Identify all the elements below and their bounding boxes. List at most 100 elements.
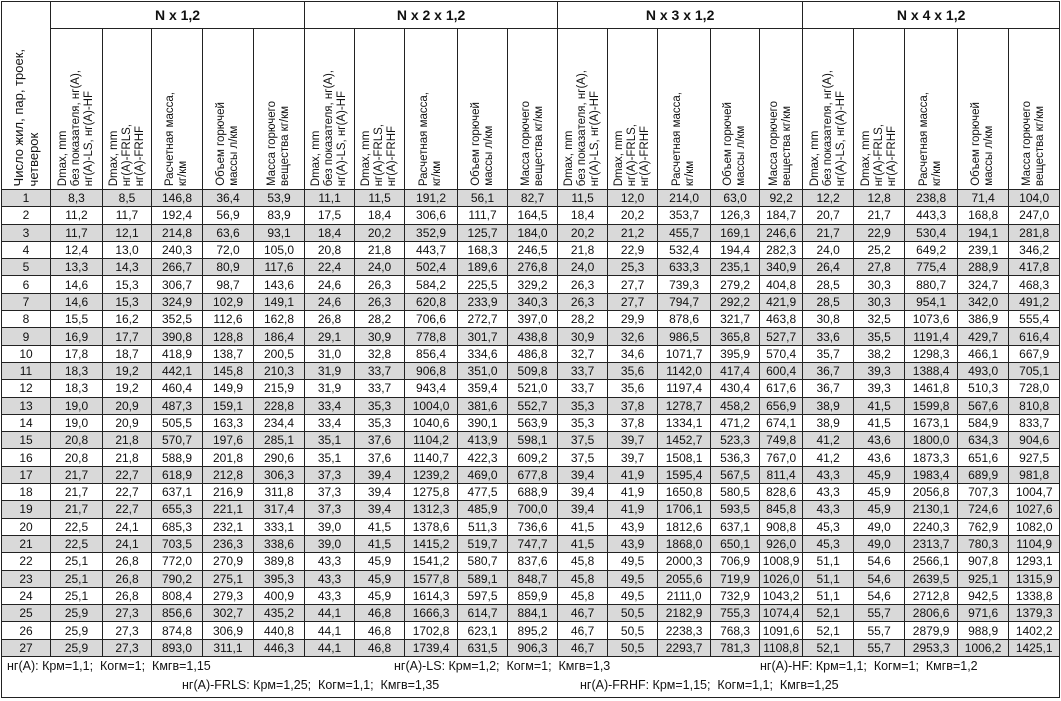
table-cell: 25,9 [50, 638, 103, 658]
table-cell: 329,2 [507, 275, 559, 294]
row-count-cell: 5 [1, 258, 51, 277]
table-cell: 290,6 [252, 448, 306, 467]
table-cell: 44,1 [304, 604, 356, 623]
table-cell: 192,4 [151, 206, 203, 225]
table-cell: 38,2 [853, 344, 906, 363]
table-cell: 92,2 [759, 188, 804, 208]
row-count-cell: 27 [1, 638, 51, 658]
table-cell: 884,1 [507, 604, 559, 623]
table-cell: 52,1 [802, 621, 855, 640]
table-cell: 908,8 [759, 517, 804, 536]
table-cell: 306,6 [404, 206, 459, 225]
table-cell: 39,4 [354, 465, 406, 485]
table-row: 7 14,6 15,3 324,9 102,9 149,1 24,6 26,3 620,8 233… [1, 292, 1061, 312]
table-cell: 272,7 [457, 310, 509, 329]
table-cell: 311,8 [252, 483, 306, 502]
table-cell: 443,3 [904, 206, 959, 225]
table-cell: 25,9 [50, 604, 103, 623]
table-cell: 37,3 [304, 465, 356, 485]
table-cell: 724,6 [957, 500, 1010, 519]
table-cell: 281,8 [1008, 223, 1061, 242]
table-cell: 24,6 [304, 275, 356, 294]
table-cell: 485,9 [457, 500, 509, 519]
table-cell: 570,7 [151, 431, 203, 450]
subheader-dmax-fr: Dmax, mm нг(А)-FRLS, нг(А)-FRHF [853, 28, 906, 190]
table-cell: 21,7 [50, 500, 103, 519]
table-cell: 72,0 [202, 240, 254, 260]
table-cell: 422,3 [457, 448, 509, 467]
table-cell: 359,4 [457, 379, 509, 398]
table-cell: 27,3 [102, 604, 152, 623]
table-cell: 880,7 [904, 275, 959, 294]
table-cell: 1402,2 [1008, 621, 1061, 640]
table-cell: 18,3 [50, 379, 103, 398]
row-count-cell: 10 [1, 344, 51, 363]
table-cell: 19,0 [50, 396, 103, 415]
table-cell: 18,4 [304, 223, 356, 242]
table-cell: 50,5 [607, 638, 659, 658]
table-cell: 353,7 [657, 206, 712, 225]
row-count-cell: 19 [1, 500, 51, 519]
table-cell: 234,4 [252, 413, 306, 433]
table-cell: 117,6 [252, 258, 306, 277]
table-row: 16 20,8 21,8 588,9 201,8 290,6 35,1 37,6 1140,7 4… [1, 448, 1061, 467]
table-cell: 1312,3 [404, 500, 459, 519]
subheader-calc-mass: Расчетная масса, кг/км [904, 28, 959, 190]
table-cell: 650,1 [710, 534, 761, 554]
table-cell: 1388,4 [904, 361, 959, 381]
table-cell: 656,9 [759, 396, 804, 415]
table-cell: 33,7 [557, 361, 609, 381]
table-cell: 27,3 [102, 621, 152, 640]
table-cell: 11,7 [50, 223, 103, 242]
table-cell: 11,2 [50, 206, 103, 225]
table-cell: 732,9 [710, 586, 761, 606]
table-cell: 705,1 [1008, 361, 1061, 381]
table-cell: 26,8 [102, 552, 152, 571]
row-count-cell: 17 [1, 465, 51, 485]
table-row: 1 8,3 8,5 146,8 36,4 53,9 11,1 11,5 191,2 56,1 82,… [1, 188, 1061, 208]
table-cell: 39,7 [607, 431, 659, 450]
table-cell: 8,5 [102, 188, 152, 208]
table-cell: 15,5 [50, 310, 103, 329]
table-cell: 567,6 [957, 396, 1010, 415]
table-cell: 637,1 [710, 517, 761, 536]
table-cell: 46,7 [557, 638, 609, 658]
table-cell: 634,3 [957, 431, 1010, 450]
table-cell: 44,1 [304, 621, 356, 640]
table-row: 24 25,1 26,8 808,4 279,3 400,9 43,3 45,9 1614,3 5… [1, 586, 1061, 606]
table-cell: 845,8 [759, 500, 804, 519]
table-cell: 21,8 [354, 240, 406, 260]
table-cell: 162,8 [252, 310, 306, 329]
table-cell: 1461,8 [904, 379, 959, 398]
table-cell: 194,1 [957, 223, 1010, 242]
table-cell: 49,5 [607, 552, 659, 571]
table-cell: 620,8 [404, 292, 459, 312]
table-cell: 20,8 [304, 240, 356, 260]
subheader-dmax-standard: Dmax, mm без показателя, нг(А), нг(А)-LS… [802, 28, 855, 190]
table-cell: 26,3 [557, 292, 609, 312]
table-cell: 43,3 [304, 586, 356, 606]
table-cell: 105,0 [252, 240, 306, 260]
table-cell: 1452,7 [657, 431, 712, 450]
table-cell: 235,1 [710, 258, 761, 277]
table-cell: 808,4 [151, 586, 203, 606]
table-cell: 49,5 [607, 569, 659, 588]
table-cell: 352,9 [404, 223, 459, 242]
table-cell: 20,9 [102, 413, 152, 433]
group-header-4: N x 4 x 1,2 [802, 1, 1061, 29]
table-cell: 11,5 [354, 188, 406, 208]
row-count-cell: 7 [1, 292, 51, 312]
table-cell: 39,4 [354, 483, 406, 502]
table-cell: 17,8 [50, 344, 103, 363]
table-cell: 292,2 [710, 292, 761, 312]
table-cell: 521,0 [507, 379, 559, 398]
table-cell: 288,9 [957, 258, 1010, 277]
table-cell: 194,4 [710, 240, 761, 260]
table-cell: 306,7 [151, 275, 203, 294]
table-cell: 98,7 [202, 275, 254, 294]
table-cell: 285,1 [252, 431, 306, 450]
table-cell: 39,7 [607, 448, 659, 467]
table-cell: 833,7 [1008, 413, 1061, 433]
table-cell: 43,6 [853, 448, 906, 467]
table-cell: 20,2 [354, 223, 406, 242]
